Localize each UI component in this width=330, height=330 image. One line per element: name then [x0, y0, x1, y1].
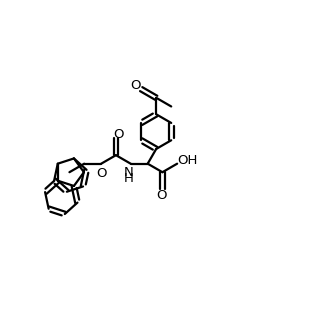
Text: H: H: [124, 172, 134, 184]
Text: O: O: [96, 167, 107, 180]
Text: O: O: [131, 79, 141, 92]
Text: O: O: [113, 128, 124, 141]
Text: OH: OH: [177, 154, 197, 167]
Text: N: N: [124, 166, 134, 179]
Text: O: O: [156, 189, 167, 202]
